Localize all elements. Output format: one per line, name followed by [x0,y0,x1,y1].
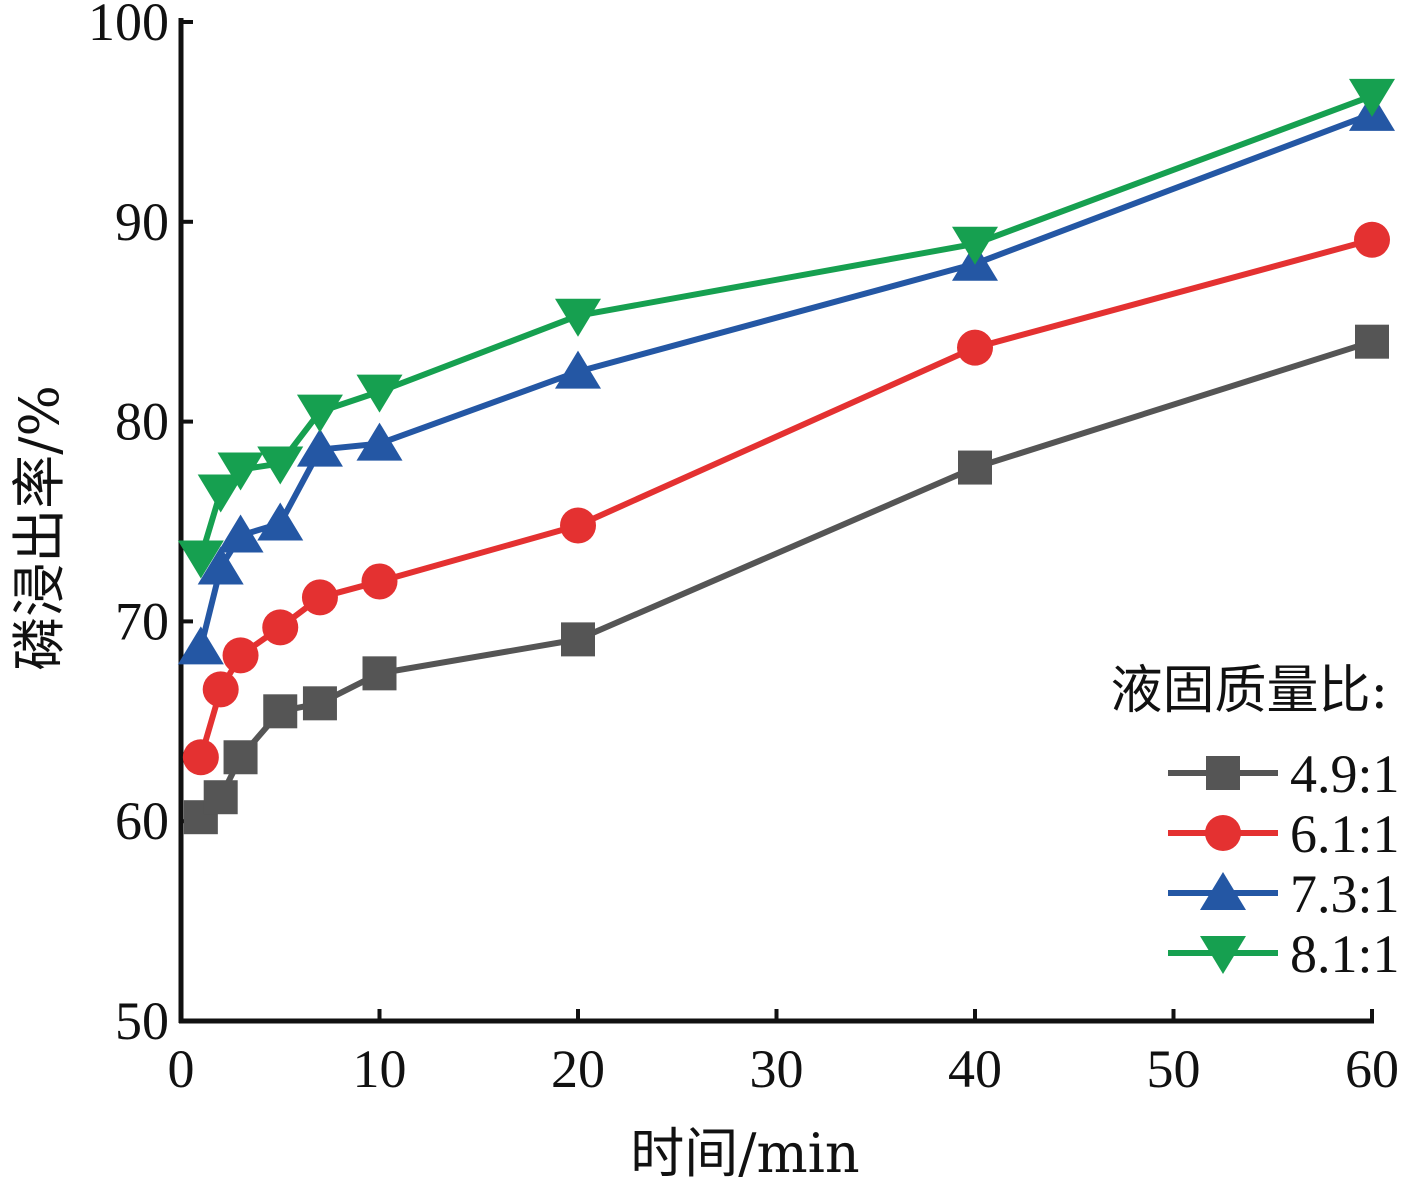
y-tick-label: 70 [115,591,169,651]
x-tick-label: 10 [353,1039,407,1099]
legend-label: 7.3:1 [1290,864,1400,924]
y-tick-label: 90 [115,192,169,252]
data-point [197,546,244,585]
data-point [952,226,998,265]
y-tick-label: 60 [115,791,169,851]
data-point [361,563,398,600]
data-point [356,374,403,413]
data-point [958,450,992,485]
data-point [257,446,304,485]
data-point [1200,872,1246,910]
series-line [197,93,1374,559]
data-point [222,637,259,674]
data-point [177,540,224,579]
x-tick-label: 60 [1345,1039,1399,1099]
legend-item: 7.3:1 [1168,864,1400,924]
data-point [1349,78,1395,117]
data-point [302,686,337,721]
series-8.1:1 [177,78,1395,579]
data-point [356,422,403,461]
x-tick-label: 0 [168,1039,195,1099]
x-tick-label: 40 [948,1039,1002,1099]
data-point [263,694,298,729]
data-point [362,656,397,691]
x-tick-label: 30 [750,1039,804,1099]
data-point [203,780,238,815]
data-point [197,474,244,513]
data-point [296,394,343,433]
x-axis-title: 时间/min [630,1122,859,1181]
y-tick-label: 100 [88,0,169,52]
data-point [560,507,596,544]
data-point [202,671,239,708]
data-point [182,739,219,776]
data-point [555,298,601,337]
data-point [296,428,343,467]
legend-item: 6.1:1 [1168,804,1400,864]
data-point [223,740,258,775]
legend-title: 液固质量比: [1110,661,1388,721]
data-point [257,502,304,541]
data-point [561,622,595,657]
y-tick-label: 80 [115,392,169,452]
legend-item: 8.1:1 [1168,924,1400,984]
y-tick-label: 50 [115,991,169,1051]
axes: 50 60 70 80 90 100 0 10 20 30 40 50 60 [88,0,1399,1099]
y-axis-title: 磷浸出率/% [8,385,71,671]
data-point [301,579,338,616]
legend-item: 4.9:1 [1168,744,1400,804]
data-point [1206,756,1240,790]
x-tick-label: 50 [1147,1039,1201,1099]
data-point [1354,221,1390,258]
x-tick-label: 20 [551,1039,605,1099]
data-point [177,626,224,665]
data-point [217,514,264,553]
data-point [1205,815,1241,851]
series-6.1:1 [182,221,1390,776]
series-4.9:1 [183,324,1389,835]
legend-label: 4.9:1 [1290,744,1400,804]
data-point [217,452,264,491]
data-point [1200,936,1246,974]
series-layer [177,78,1395,835]
data-point [262,609,299,646]
legend-label: 8.1:1 [1290,924,1400,984]
legend: 液固质量比: 4.9:16.1:17.3:18.1:1 [1110,661,1399,984]
data-point [1355,324,1389,359]
data-point [555,350,601,389]
data-point [957,329,993,366]
legend-label: 6.1:1 [1290,804,1400,864]
